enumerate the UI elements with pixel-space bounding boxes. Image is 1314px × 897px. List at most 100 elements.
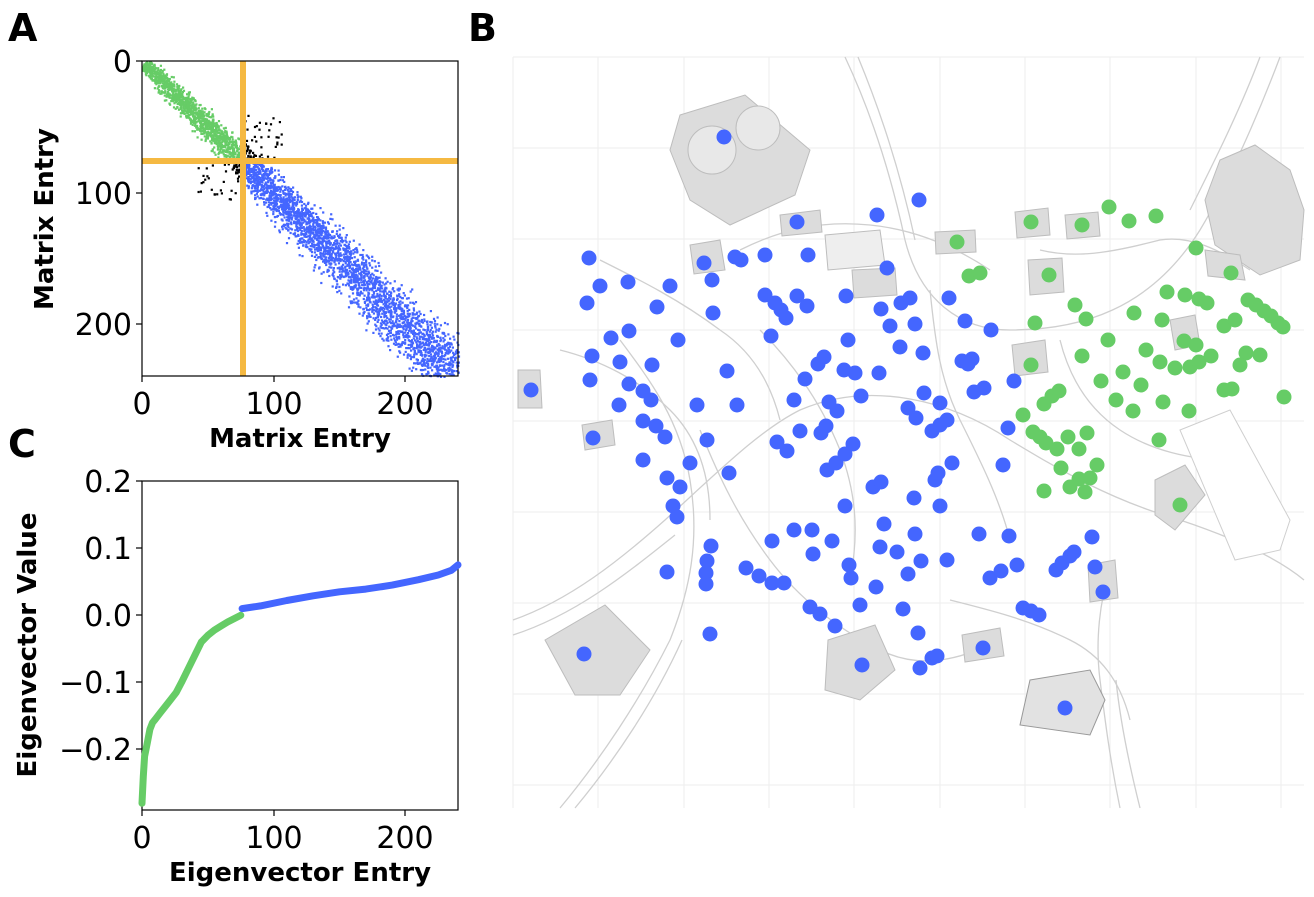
matrix-entry-point xyxy=(379,300,382,303)
matrix-entry-point xyxy=(399,295,402,298)
matrix-entry-point xyxy=(421,363,425,367)
matrix-entry-point xyxy=(382,303,385,306)
map-point-blue xyxy=(827,618,843,634)
matrix-entry-point xyxy=(154,80,157,84)
map-point-blue xyxy=(907,316,923,332)
matrix-entry-point xyxy=(285,192,288,195)
matrix-entry-point xyxy=(312,223,315,226)
map-point-blue xyxy=(763,328,779,344)
matrix-entry-point xyxy=(334,239,337,242)
matrix-entry-point xyxy=(277,169,280,172)
matrix-entry-point xyxy=(418,310,421,313)
matrix-entry-point xyxy=(292,186,295,189)
matrix-entry-point xyxy=(347,279,350,282)
matrix-entry-point xyxy=(260,194,263,197)
matrix-entry-point xyxy=(342,227,345,230)
matrix-entry-point xyxy=(225,136,228,139)
matrix-entry-point xyxy=(346,250,350,253)
matrix-entry-point xyxy=(262,164,265,167)
matrix-entry-point xyxy=(389,335,392,338)
matrix-entry-point xyxy=(200,112,203,115)
map-point-blue xyxy=(838,288,854,304)
matrix-entry-point xyxy=(303,229,306,232)
matrix-entry-point xyxy=(351,292,355,295)
matrix-entry-point xyxy=(355,248,359,251)
matrix-entry-point xyxy=(324,226,328,229)
matrix-entry-point xyxy=(397,307,400,310)
matrix-entry-point xyxy=(314,219,317,222)
matrix-entry-point xyxy=(254,165,257,168)
matrix-entry-point xyxy=(345,252,348,255)
matrix-entry-point xyxy=(333,277,336,280)
matrix-entry-point xyxy=(320,231,323,234)
map-point-blue xyxy=(523,382,539,398)
matrix-entry-point xyxy=(258,155,261,158)
matrix-entry-point xyxy=(373,296,376,299)
matrix-entry-point xyxy=(420,373,424,376)
matrix-entry-point xyxy=(175,101,178,104)
matrix-entry-point xyxy=(407,297,410,300)
matrix-entry-point xyxy=(339,274,342,277)
matrix-entry-point xyxy=(179,93,182,96)
matrix-entry-point xyxy=(446,323,449,326)
matrix-entry-point xyxy=(437,329,440,332)
matrix-entry-point xyxy=(346,246,349,249)
matrix-entry-point xyxy=(253,171,256,175)
matrix-entry-point xyxy=(347,256,350,259)
matrix-entry-point xyxy=(356,265,359,268)
matrix-entry-point xyxy=(236,153,239,156)
matrix-entry-point xyxy=(188,91,191,94)
map-point-blue xyxy=(908,410,924,426)
map-point-blue xyxy=(721,465,737,481)
matrix-entry-point xyxy=(257,176,260,179)
matrix-entry-point xyxy=(441,355,444,358)
matrix-entry-point xyxy=(418,337,421,340)
matrix-entry-point xyxy=(149,70,152,73)
matrix-entry-point xyxy=(297,195,300,198)
matrix-entry-point xyxy=(327,232,330,235)
matrix-entry-point xyxy=(189,118,192,121)
matrix-entry-point xyxy=(405,325,408,328)
matrix-entry-point xyxy=(328,243,332,246)
matrix-entry-point xyxy=(297,209,300,212)
matrix-entry-point xyxy=(405,347,408,350)
map-point-blue xyxy=(915,345,931,361)
matrix-entry-point xyxy=(191,123,194,126)
matrix-entry-point xyxy=(296,215,299,218)
matrix-entry-point xyxy=(442,360,445,364)
matrix-entry-point xyxy=(319,249,322,252)
matrix-entry-point xyxy=(399,351,402,354)
matrix-entry-point xyxy=(435,361,439,364)
matrix-entry-point xyxy=(363,294,366,297)
map-point-blue xyxy=(837,446,853,462)
matrix-entry-point xyxy=(342,247,345,250)
matrix-entry-point xyxy=(168,102,171,105)
matrix-entry-point xyxy=(308,221,311,224)
matrix-entry-point xyxy=(232,147,235,150)
matrix-entry-point xyxy=(380,323,383,326)
matrix-entry-point xyxy=(353,286,356,289)
matrix-entry-point xyxy=(380,307,383,310)
matrix-entry-point xyxy=(345,274,348,277)
matrix-entry-point xyxy=(208,132,211,135)
map-point-blue xyxy=(906,490,922,506)
matrix-entry-point xyxy=(261,169,264,172)
matrix-entry-point xyxy=(428,347,431,350)
matrix-entry-point xyxy=(412,307,415,310)
matrix-entry-point xyxy=(371,310,374,313)
matrix-entry-point xyxy=(214,125,217,128)
c-ytick-label-0: 0.2 xyxy=(84,465,132,500)
matrix-entry-point xyxy=(311,218,314,221)
matrix-entry-point xyxy=(401,322,404,325)
matrix-entry-point xyxy=(327,246,330,249)
matrix-entry-point xyxy=(369,315,372,318)
matrix-entry-point xyxy=(355,270,358,273)
matrix-entry-point xyxy=(349,300,352,303)
matrix-entry-point xyxy=(415,336,418,339)
matrix-entry-point xyxy=(237,180,240,183)
matrix-entry-point xyxy=(160,92,163,95)
matrix-entry-point xyxy=(455,361,458,364)
matrix-entry-point xyxy=(455,351,458,354)
matrix-entry-point xyxy=(228,198,231,201)
matrix-entry-point xyxy=(325,244,328,247)
